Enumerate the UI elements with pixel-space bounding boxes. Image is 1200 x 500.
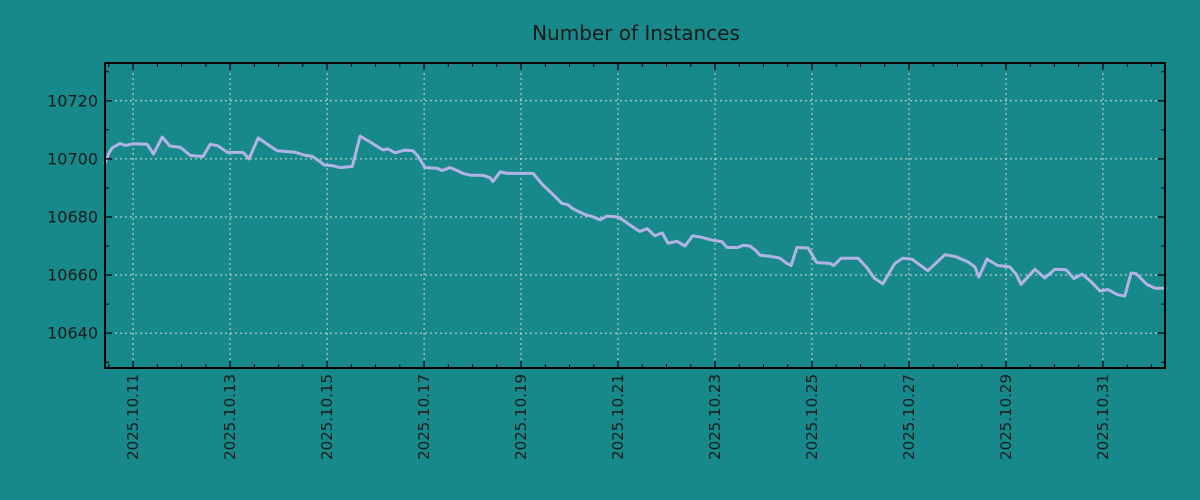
series-layer <box>103 134 1167 298</box>
x-tick-label: 2025.10.31 <box>1094 374 1112 460</box>
gridlines <box>105 63 1165 368</box>
x-tick-label: 2025.10.11 <box>124 374 142 460</box>
plot-border <box>104 62 1166 369</box>
y-tick-label: 10640 <box>47 324 98 343</box>
x-tick-label: 2025.10.21 <box>609 374 627 460</box>
x-tick-label: 2025.10.13 <box>221 374 239 460</box>
x-tick-label: 2025.10.17 <box>415 374 433 460</box>
y-tick-label: 10720 <box>47 91 98 110</box>
x-tick-label: 2025.10.19 <box>512 374 530 460</box>
y-tick-label: 10660 <box>47 266 98 285</box>
axes <box>104 62 1166 369</box>
series-line-instances <box>103 134 1167 298</box>
y-tick-label: 10680 <box>47 207 98 226</box>
x-tick-label: 2025.10.27 <box>900 374 918 460</box>
x-tick-label: 2025.10.29 <box>997 374 1015 460</box>
y-tick-label: 10700 <box>47 149 98 168</box>
chart-title: Number of Instances <box>532 21 740 45</box>
x-tick-label: 2025.10.25 <box>803 374 821 460</box>
x-tick-label: 2025.10.15 <box>318 374 336 460</box>
x-tick-label: 2025.10.23 <box>706 374 724 460</box>
axis-labels: 2025.10.11 2025.10.13 2025.10.15 2025.10.17… <box>47 91 1112 460</box>
